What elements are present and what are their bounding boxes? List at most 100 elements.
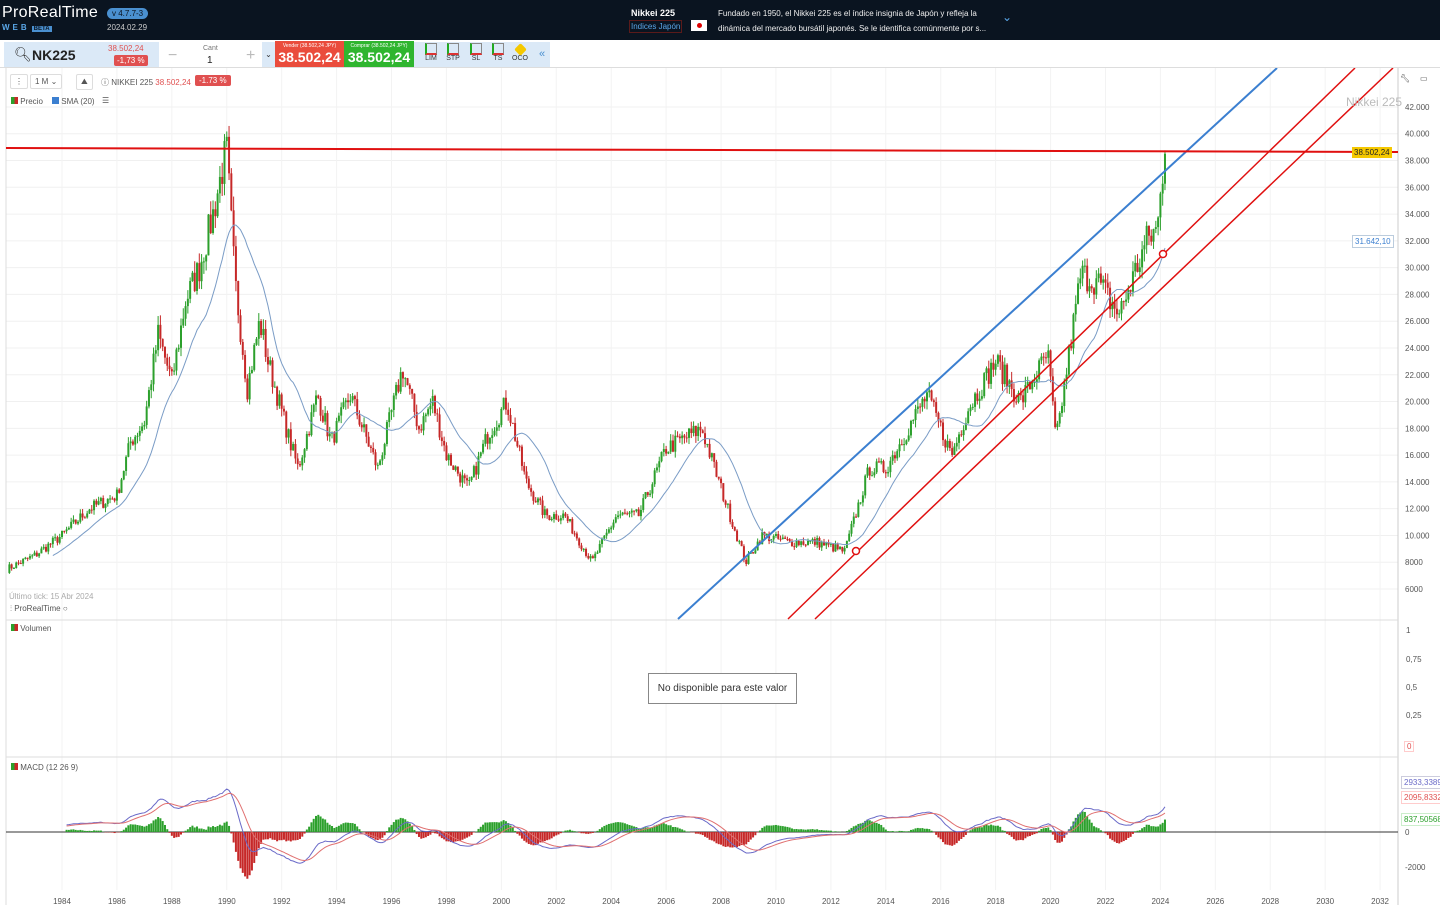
x-tick-label: 2008 [712,897,730,905]
macd-histogram-bar [129,824,132,832]
collapse-button[interactable]: « [538,48,546,60]
candle-up [974,393,977,407]
increase-button[interactable]: + [246,47,256,64]
order-lim-button[interactable]: LIM [421,43,441,62]
candle-up [379,460,382,465]
candle-up [33,552,36,556]
macd-histogram-bar [358,829,361,832]
decrease-button[interactable]: − [168,47,178,64]
drag-handle-icon[interactable]: ⋮ [10,74,28,89]
quantity-stepper[interactable]: − Cant 1 + [160,42,262,67]
candle-down [520,446,523,466]
macd-histogram-bar [747,832,750,843]
macd-histogram-bar [88,830,91,832]
candle-up [186,298,189,307]
candle-up [278,394,281,406]
macd-histogram-bar [706,832,709,838]
candle-down [63,530,66,532]
candle-up [349,400,352,403]
order-ts-button[interactable]: TS [488,43,508,62]
quantity-input[interactable]: 1 [207,55,213,66]
macd-histogram-bar [484,822,487,832]
candle-up [994,363,997,370]
candle-up [454,466,457,470]
candle-down [49,543,52,545]
candle-down [724,500,727,505]
macd-histogram-bar [152,820,155,832]
chevron-down-icon[interactable]: ⌄ [262,42,275,67]
candle-up [1097,273,1100,279]
macd-histogram-bar [122,829,125,832]
candle-down [319,398,322,416]
instrument-category-link[interactable]: Indices Japón [629,20,683,33]
candle-up [1143,245,1146,250]
candle-down [438,414,441,438]
volume-axis-label: 1 [1406,626,1411,635]
macd-histogram-bar [143,826,146,832]
indicator-list-icon[interactable]: ☰ [102,96,110,105]
candle-down [722,483,725,501]
candle-up [781,537,784,539]
macd-histogram-bar [623,823,626,832]
macd-histogram-bar [1138,830,1141,832]
chart-area[interactable]: 42.000 40.000 38.000 36.000 34.000 32.000 30.0… [0,68,1440,905]
expand-chevron-icon[interactable]: ⌄ [1002,10,1013,24]
candle-down [591,556,594,559]
order-sl-button[interactable]: SL [466,43,486,62]
legend-sma[interactable]: SMA (20) [52,97,95,106]
candle-down [452,465,455,470]
candle-down [317,395,320,399]
legend-price[interactable]: Precio [11,97,43,106]
macd-histogram-bar [111,832,114,833]
macd-histogram-bar [271,832,274,840]
order-oco-button[interactable]: OCO [510,43,530,62]
candle-down [131,441,134,445]
macd-axis-label: -2000 [1405,863,1426,872]
macd-histogram-bar [694,832,697,834]
macd-histogram-bar [928,829,931,832]
candle-up [1118,313,1121,315]
candle-up [612,522,615,528]
buy-button[interactable]: Comprar (38.502,24 JPY) 38.502,24 [344,41,414,67]
timeframe-select[interactable]: 1 M ⌄ [30,74,63,89]
order-icon [425,43,437,55]
candle-up [184,306,187,319]
candle-down [372,447,375,453]
macd-histogram-bar [298,832,301,839]
candle-down [507,409,510,415]
candle-down [784,537,787,539]
candle-up [674,435,677,452]
macd-histogram-bar [459,832,462,842]
candle-up [205,255,208,262]
candle-up [628,512,631,514]
sell-button[interactable]: Vender (38.502,24 JPY) 38.502,24 [275,41,344,67]
candle-up [99,498,102,502]
chart-canvas[interactable]: 42.000 40.000 38.000 36.000 34.000 32.000 30.0… [0,68,1440,905]
macd-histogram-bar [166,829,169,832]
candle-down [740,541,743,547]
candle-down [555,514,558,520]
macd-histogram-bar [422,832,425,839]
macd-histogram-bar [1131,832,1134,834]
candle-down [241,341,244,355]
brand-label: ⫶ ProRealTime ○ [10,604,68,613]
channel-line-lower [814,68,1394,620]
order-stp-button[interactable]: STP [443,43,463,62]
candle-down [486,434,489,444]
symbol-search[interactable]: 🔍︎ NK225 38.502,24 -1,73 % [4,42,159,67]
macd-histogram-bar [431,832,434,833]
chart-change-badge: -1.73 % [195,75,231,86]
candle-up [552,514,555,519]
macd-histogram-bar [241,832,244,873]
wrench-icon[interactable]: 🔧︎ [1400,74,1411,83]
candle-down [948,440,951,449]
candle-down [804,544,807,546]
maximize-icon[interactable]: ▭ [1420,74,1428,83]
macd-histogram-bar [1019,832,1022,840]
macd-histogram-bar [163,824,166,832]
candle-down [752,552,755,554]
chart-type-icon[interactable]: ⛰ [76,74,93,90]
candle-up [875,461,878,473]
candle-up [1145,225,1148,246]
candle-down [504,397,507,410]
